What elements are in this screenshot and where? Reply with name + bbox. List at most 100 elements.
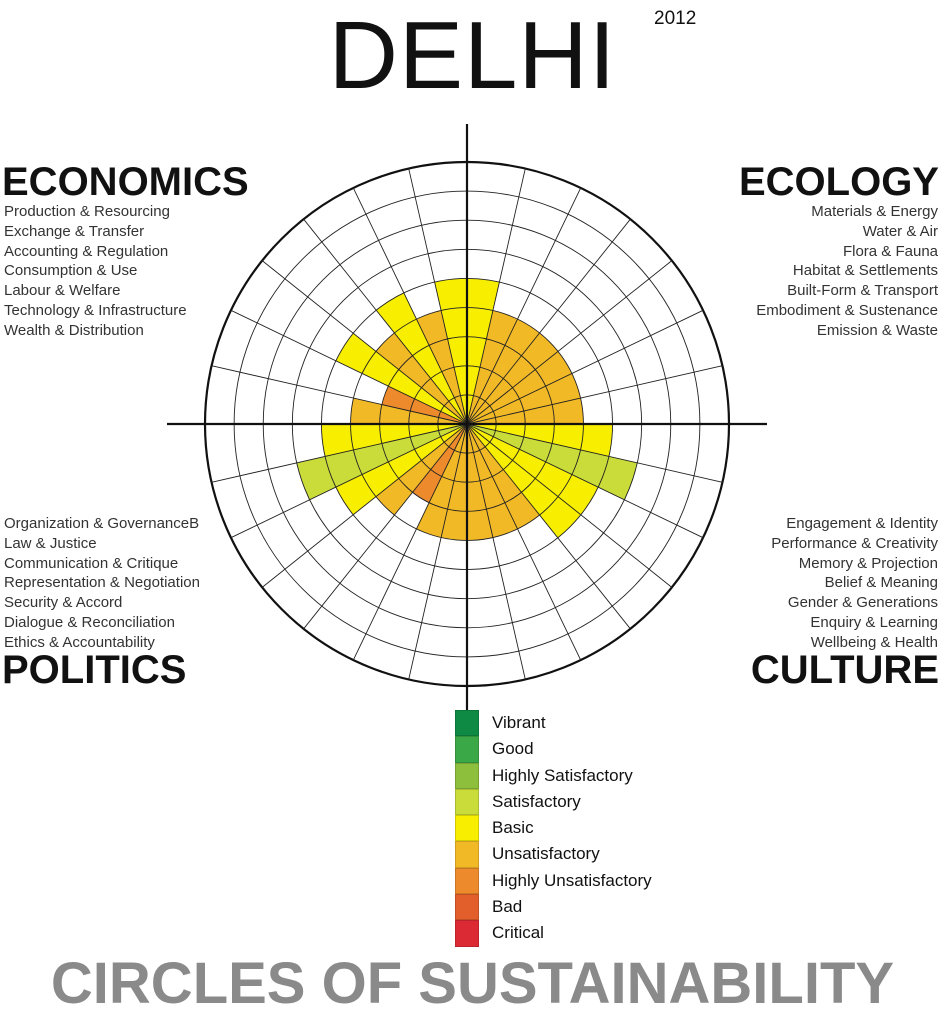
- grid-spoke: [466, 423, 631, 630]
- ecology-list: Materials & Energy Water & Air Flora & F…: [756, 202, 938, 341]
- grid-spoke: [466, 423, 704, 539]
- culture-item: Gender & Generations: [787, 594, 938, 612]
- chart-wedge: [467, 424, 518, 538]
- legend-label: Bad: [492, 897, 523, 917]
- chart-wedge: [416, 310, 467, 424]
- chart-axes: [167, 124, 767, 724]
- grid-spoke: [466, 423, 723, 483]
- legend-swatch: [455, 841, 479, 868]
- culture-heading: CULTURE: [750, 648, 939, 692]
- grid-spoke: [352, 423, 468, 661]
- legend-swatch: [455, 815, 479, 842]
- culture-list: Engagement & Identity Performance & Crea…: [771, 514, 938, 653]
- chart-wedge: [335, 424, 467, 515]
- chart-wedge: [467, 424, 540, 529]
- chart-wedge: [467, 310, 518, 424]
- legend-label: Highly Unsatisfactory: [492, 870, 652, 890]
- year-label: 2012: [654, 8, 697, 29]
- grid-spoke: [466, 187, 582, 425]
- economics-item: Technology & Infrastructure: [4, 301, 187, 319]
- ecology-item: Habitat & Settlements: [792, 262, 938, 280]
- legend-label: Critical: [492, 923, 544, 943]
- culture-item: Enquiry & Learning: [810, 613, 938, 631]
- grid-spoke: [303, 218, 468, 425]
- grid-spoke: [466, 365, 723, 425]
- grid-spoke: [230, 423, 468, 539]
- politics-item: Ethics & Accountability: [4, 633, 155, 651]
- grid-spoke: [466, 218, 631, 425]
- economics-item: Production & Resourcing: [4, 203, 170, 220]
- ecology-item: Flora & Fauna: [842, 242, 938, 260]
- legend-swatch: [455, 736, 479, 763]
- legend-swatch: [455, 710, 479, 737]
- politics-item: Dialogue & Reconciliation: [4, 613, 175, 631]
- politics-item: Law & Justice: [4, 534, 97, 552]
- legend-swatch: [455, 762, 479, 789]
- grid-spoke: [466, 309, 704, 425]
- legend-swatch: [455, 894, 479, 921]
- chart-wedge: [416, 424, 467, 538]
- chart-wedge: [296, 424, 467, 500]
- economics-item: Wealth & Distribution: [4, 321, 144, 339]
- legend-label: Satisfactory: [492, 791, 581, 811]
- grid-spoke: [230, 309, 468, 425]
- economics-list: Production & Resourcing Exchange & Trans…: [4, 202, 187, 341]
- grid-spoke: [303, 423, 468, 630]
- footer-title: CIRCLES OF SUSTAINABILITY: [50, 951, 895, 1016]
- chart-wedge: [467, 424, 599, 515]
- politics-item: Communication & Critique: [4, 554, 179, 572]
- ecology-item: Built-Form & Transport: [787, 282, 938, 300]
- culture-item: Belief & Meaning: [824, 574, 938, 592]
- politics-heading: POLITICS: [2, 648, 187, 692]
- chart-wedge: [467, 373, 581, 424]
- ecology-item: Water & Air: [862, 222, 938, 240]
- legend-label: Good: [492, 739, 534, 759]
- grid-spoke: [466, 423, 673, 588]
- chart-wedge: [467, 332, 559, 424]
- legend-swatch: [455, 867, 479, 895]
- grid-spoke: [352, 187, 468, 425]
- legend-label: Highly Satisfactory: [492, 765, 633, 785]
- chart-wedge: [467, 424, 638, 500]
- chart-wedge: [467, 319, 540, 424]
- economics-item: Labour & Welfare: [4, 282, 121, 300]
- legend-label: Unsatisfactory: [492, 844, 600, 864]
- culture-item: Memory & Projection: [798, 554, 938, 572]
- legend-label: Basic: [492, 818, 534, 838]
- chart-wedge: [335, 333, 467, 424]
- ecology-heading: ECOLOGY: [738, 160, 939, 204]
- chart-wedge: [375, 424, 467, 516]
- grid-spoke: [408, 168, 468, 425]
- economics-item: Exchange & Transfer: [4, 222, 145, 240]
- economics-item: Accounting & Regulation: [4, 242, 169, 260]
- grid-spoke: [211, 365, 468, 425]
- politics-item: Representation & Negotiation: [4, 574, 200, 592]
- ecology-item: Embodiment & Sustenance: [756, 301, 938, 319]
- legend-swatch: [455, 788, 479, 816]
- culture-item: Performance & Creativity: [771, 534, 938, 552]
- culture-item: Engagement & Identity: [786, 515, 938, 532]
- grid-spoke: [466, 168, 526, 425]
- grid-spoke: [211, 423, 468, 483]
- ecology-item: Emission & Waste: [816, 321, 938, 339]
- grid-spoke: [466, 260, 673, 425]
- grid-spoke: [466, 423, 526, 680]
- chart-wedge: [381, 386, 467, 424]
- legend-swatch: [455, 920, 479, 947]
- page-title: DELHI: [328, 2, 617, 109]
- chart-wedge: [375, 332, 467, 424]
- politics-list: Organization & GovernanceB Law & Justice…: [4, 514, 200, 653]
- grid-spoke: [466, 423, 582, 661]
- politics-item: Security & Accord: [4, 594, 123, 612]
- grid-spoke: [261, 423, 468, 588]
- legend-label: Vibrant: [492, 713, 546, 732]
- chart-wedge: [412, 424, 467, 503]
- chart-wedge: [467, 351, 572, 424]
- ecology-item: Materials & Energy: [811, 203, 938, 220]
- chart-wedge: [376, 292, 467, 424]
- grid-spoke: [261, 260, 468, 425]
- chart-wedge: [467, 424, 581, 538]
- economics-item: Consumption & Use: [4, 262, 138, 280]
- culture-item: Wellbeing & Health: [810, 633, 938, 651]
